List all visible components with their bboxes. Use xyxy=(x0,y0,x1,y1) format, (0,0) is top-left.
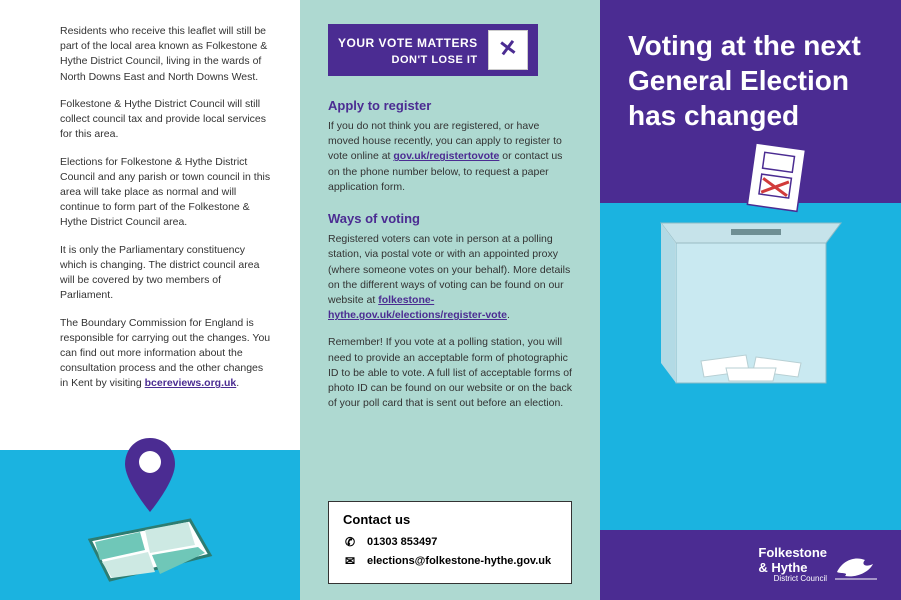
map-illustration xyxy=(0,450,300,600)
contact-heading: Contact us xyxy=(343,512,557,527)
banner-line-2: DON'T LOSE IT xyxy=(338,54,478,66)
council-logo: Folkestone & Hythe District Council xyxy=(758,546,877,583)
heading-apply: Apply to register xyxy=(328,98,572,113)
logo-line-1: Folkestone xyxy=(758,546,827,560)
contact-email-row: ✉ elections@folkestone-hythe.gov.uk xyxy=(343,554,557,568)
ways-para-1: Registered voters can vote in person at … xyxy=(328,232,572,323)
banner-line-1: YOUR VOTE MATTERS xyxy=(338,34,478,52)
phone-number: 01303 853497 xyxy=(367,536,437,548)
contact-phone-row: ✆ 01303 853497 xyxy=(343,535,557,549)
logo-line-3: District Council xyxy=(758,575,827,584)
left-para-5b: . xyxy=(236,377,239,389)
panel-left: Residents who receive this leaflet will … xyxy=(0,0,300,600)
leaflet: Residents who receive this leaflet will … xyxy=(0,0,901,600)
apply-para: If you do not think you are registered, … xyxy=(328,119,572,195)
left-para-5: The Boundary Commission for England is r… xyxy=(60,316,272,392)
heading-ways: Ways of voting xyxy=(328,211,572,226)
panel-right: Voting at the next General Election has … xyxy=(600,0,901,600)
logo-line-2: & Hythe xyxy=(758,561,827,575)
left-para-4: It is only the Parliamentary constituenc… xyxy=(60,243,272,304)
ballot-box-icon xyxy=(651,143,851,403)
ways-para-2: Remember! If you vote at a polling stati… xyxy=(328,335,572,411)
contact-box: Contact us ✆ 01303 853497 ✉ elections@fo… xyxy=(328,501,572,584)
logo-bird-icon xyxy=(835,550,877,580)
bce-link[interactable]: bcereviews.org.uk xyxy=(145,377,237,389)
footer: Folkestone & Hythe District Council xyxy=(600,530,901,600)
email-icon: ✉ xyxy=(343,554,357,568)
left-para-3: Elections for Folkestone & Hythe Distric… xyxy=(60,155,272,231)
left-para-1: Residents who receive this leaflet will … xyxy=(60,24,272,85)
left-para-2: Folkestone & Hythe District Council will… xyxy=(60,97,272,143)
ballot-illustration-area xyxy=(600,203,901,530)
main-title: Voting at the next General Election has … xyxy=(628,28,873,133)
ways-text-b: . xyxy=(507,309,510,321)
vote-matters-banner: YOUR VOTE MATTERS DON'T LOSE IT xyxy=(328,24,538,76)
panel-middle: YOUR VOTE MATTERS DON'T LOSE IT Apply to… xyxy=(300,0,600,600)
ballot-x-icon xyxy=(488,30,528,70)
register-link[interactable]: gov.uk/registertovote xyxy=(393,150,499,162)
ways-text-a: Registered voters can vote in person at … xyxy=(328,233,570,306)
email-address: elections@folkestone-hythe.gov.uk xyxy=(367,555,551,567)
phone-icon: ✆ xyxy=(343,535,357,549)
map-pin-icon xyxy=(65,430,235,600)
